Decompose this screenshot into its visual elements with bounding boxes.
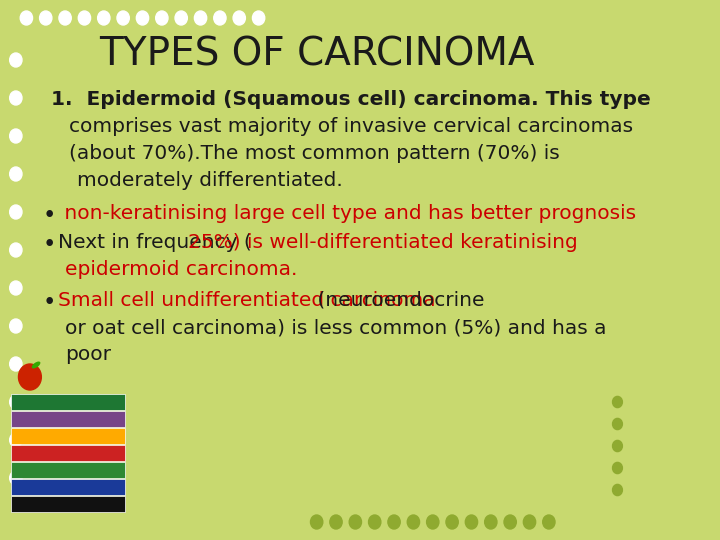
Circle shape <box>369 515 381 529</box>
Circle shape <box>9 357 22 371</box>
Bar <box>11 411 125 427</box>
Circle shape <box>19 364 41 390</box>
Circle shape <box>504 515 516 529</box>
Circle shape <box>233 11 246 25</box>
Bar <box>11 479 125 495</box>
Circle shape <box>349 515 361 529</box>
Text: •: • <box>42 291 55 314</box>
Circle shape <box>485 515 497 529</box>
Circle shape <box>543 515 555 529</box>
Text: or oat cell carcinoma) is less common (5%) and has a: or oat cell carcinoma) is less common (5… <box>65 318 606 337</box>
Text: moderately differentiated.: moderately differentiated. <box>78 171 343 190</box>
Circle shape <box>175 11 187 25</box>
Circle shape <box>388 515 400 529</box>
Text: TYPES OF CARCINOMA: TYPES OF CARCINOMA <box>99 35 534 73</box>
Circle shape <box>214 11 226 25</box>
Circle shape <box>523 515 536 529</box>
Circle shape <box>613 396 622 408</box>
Circle shape <box>426 515 439 529</box>
Text: (neuroendocrine: (neuroendocrine <box>311 291 485 310</box>
Circle shape <box>9 471 22 485</box>
Circle shape <box>408 515 420 529</box>
Circle shape <box>465 515 477 529</box>
Circle shape <box>156 11 168 25</box>
Circle shape <box>194 11 207 25</box>
Text: •: • <box>42 233 55 256</box>
Ellipse shape <box>32 361 40 368</box>
Circle shape <box>9 433 22 447</box>
Circle shape <box>613 418 622 430</box>
Text: (about 70%).The most common pattern (70%) is: (about 70%).The most common pattern (70%… <box>68 144 559 163</box>
Circle shape <box>98 11 110 25</box>
Text: non-keratinising large cell type and has better prognosis: non-keratinising large cell type and has… <box>58 204 636 223</box>
Circle shape <box>9 281 22 295</box>
Text: •: • <box>42 204 55 227</box>
Circle shape <box>40 11 52 25</box>
Circle shape <box>9 319 22 333</box>
Circle shape <box>9 395 22 409</box>
Circle shape <box>613 484 622 496</box>
Circle shape <box>9 167 22 181</box>
Circle shape <box>310 515 323 529</box>
Bar <box>11 428 125 444</box>
Circle shape <box>9 205 22 219</box>
Circle shape <box>9 243 22 257</box>
Text: epidermoid carcinoma.: epidermoid carcinoma. <box>65 260 297 279</box>
Text: Small cell undifferentiated carcinoma: Small cell undifferentiated carcinoma <box>58 291 436 310</box>
Bar <box>11 445 125 461</box>
Circle shape <box>253 11 265 25</box>
Circle shape <box>9 53 22 67</box>
Circle shape <box>20 11 32 25</box>
Text: Next in frequency (: Next in frequency ( <box>58 233 252 252</box>
Text: poor: poor <box>65 345 111 364</box>
Circle shape <box>9 91 22 105</box>
Circle shape <box>117 11 130 25</box>
Text: 1.  Epidermoid (Squamous cell) carcinoma. This type: 1. Epidermoid (Squamous cell) carcinoma.… <box>51 90 651 109</box>
Bar <box>11 462 125 478</box>
Circle shape <box>330 515 342 529</box>
Bar <box>11 394 125 410</box>
Circle shape <box>613 441 622 451</box>
Circle shape <box>446 515 458 529</box>
Bar <box>11 496 125 512</box>
Text: comprises vast majority of invasive cervical carcinomas: comprises vast majority of invasive cerv… <box>68 117 633 136</box>
Circle shape <box>59 11 71 25</box>
Circle shape <box>78 11 91 25</box>
Circle shape <box>613 462 622 474</box>
Circle shape <box>136 11 148 25</box>
Text: 25%) is well-differentiated keratinising: 25%) is well-differentiated keratinising <box>188 233 578 252</box>
Circle shape <box>9 129 22 143</box>
